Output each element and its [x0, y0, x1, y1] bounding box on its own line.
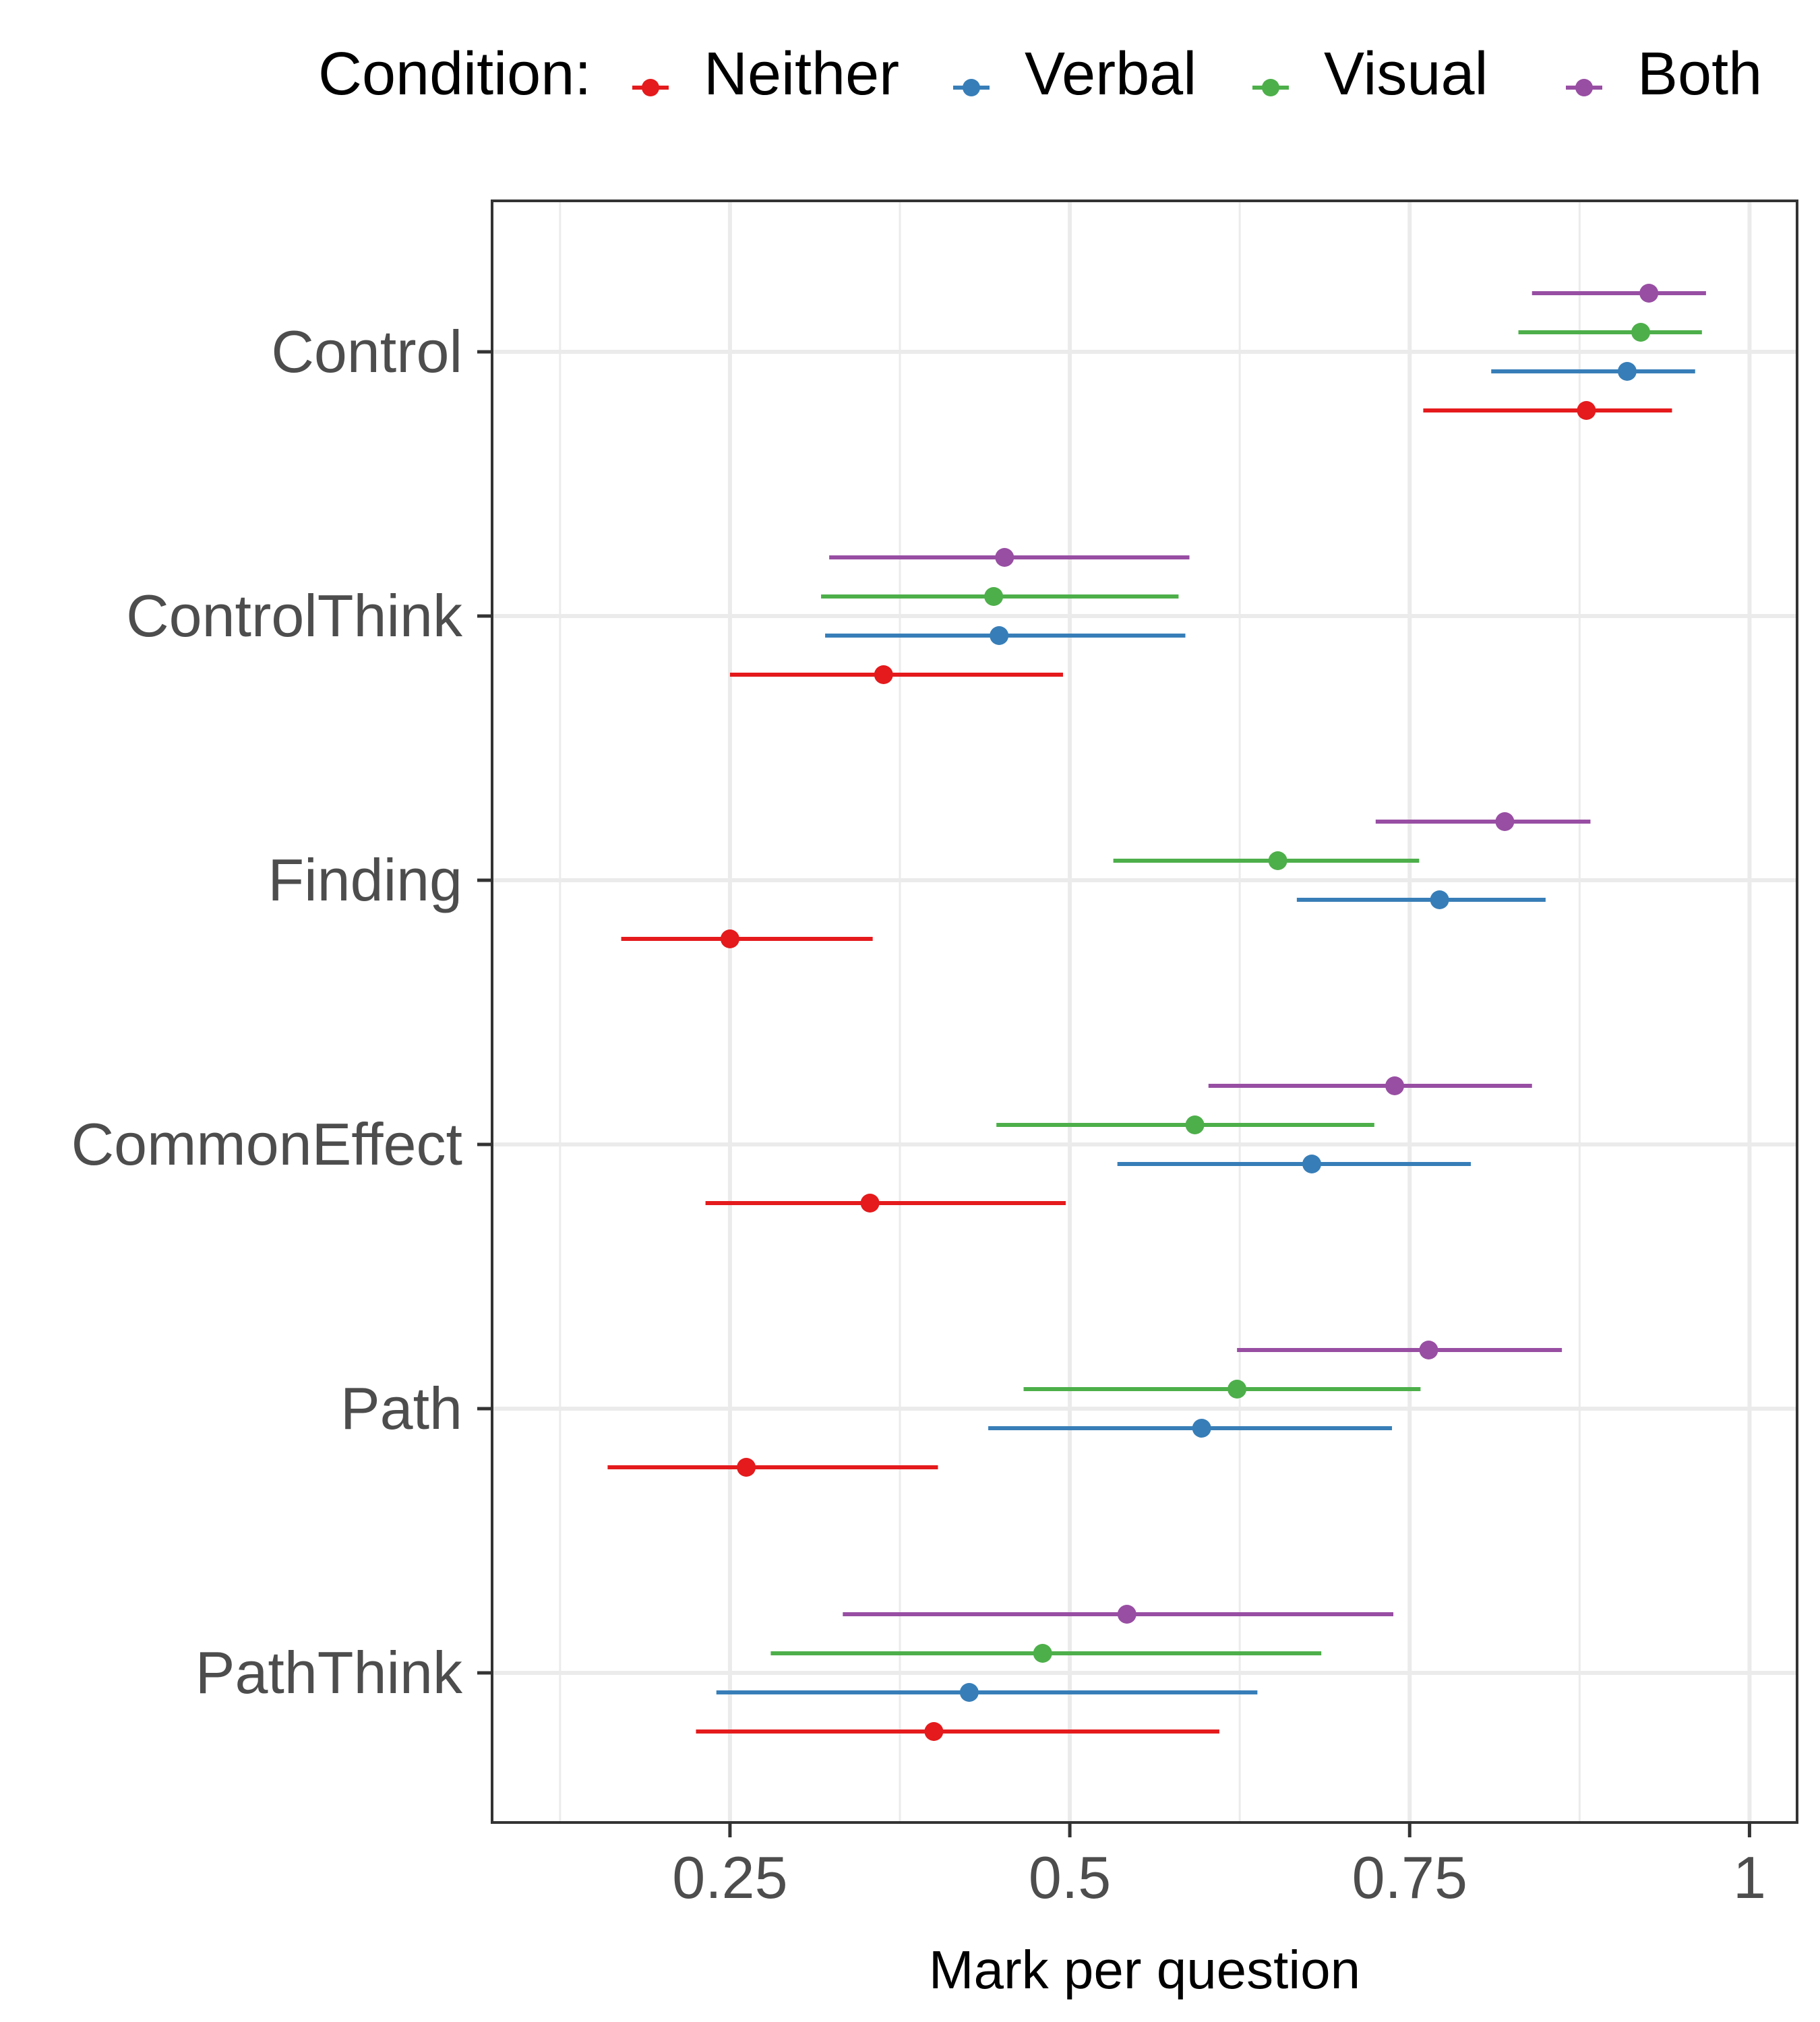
y-tick-label: CommonEffect [71, 1111, 462, 1177]
gridlines [492, 201, 1797, 1822]
data-point [1631, 323, 1651, 342]
legend-item-visual: Visual [1252, 40, 1488, 108]
legend-title: Condition: [318, 40, 591, 108]
data-point [990, 626, 1009, 645]
x-tick-label: 0.75 [1352, 1844, 1467, 1911]
data-point [1617, 362, 1637, 381]
x-axis: 0.25 0.5 0.75 1 [672, 1822, 1766, 1911]
legend-label: Visual [1324, 40, 1488, 108]
series-both [829, 284, 1706, 1624]
data-point [860, 1194, 880, 1213]
series-visual [770, 323, 1702, 1663]
plot-border [491, 200, 1798, 1824]
legend-label: Neither [704, 40, 899, 108]
data-point [1495, 812, 1515, 831]
y-tick-label: Control [271, 318, 462, 385]
x-tick-label: 0.5 [1029, 1844, 1111, 1911]
data-point [1577, 401, 1596, 420]
plot-background [492, 201, 1797, 1822]
data-point [984, 587, 1004, 606]
data-point [959, 1683, 979, 1702]
series-layer [607, 284, 1706, 1741]
data-point [737, 1458, 756, 1477]
y-axis: Control ControlThink Finding CommonEffect Pa… [71, 318, 492, 1706]
legend-key-point [1262, 79, 1279, 96]
data-point [1639, 284, 1659, 303]
legend: Condition: Neither Verbal Visual Both [318, 40, 1762, 108]
y-tick-label: Path [340, 1375, 462, 1442]
legend-key-point [1575, 79, 1593, 96]
data-point [1227, 1380, 1247, 1399]
legend-item-neither: Neither [632, 40, 899, 108]
legend-item-both: Both [1566, 40, 1762, 108]
data-point [1192, 1419, 1211, 1438]
legend-label: Verbal [1025, 40, 1196, 108]
data-point [1033, 1644, 1052, 1663]
legend-key-point [963, 79, 980, 96]
plot-panel [491, 200, 1798, 1824]
data-point [1117, 1605, 1136, 1624]
data-point [995, 548, 1014, 567]
data-point [1302, 1155, 1322, 1173]
x-axis-title: Mark per question [929, 1940, 1360, 2000]
data-point [1185, 1115, 1205, 1134]
data-point [1419, 1341, 1438, 1359]
data-point [1268, 851, 1287, 870]
y-tick-label: PathThink [195, 1639, 463, 1706]
legend-key-point [642, 79, 659, 96]
x-tick-label: 0.25 [672, 1844, 787, 1911]
data-point [874, 665, 893, 684]
legend-label: Both [1637, 40, 1762, 108]
y-tick-label: Finding [268, 847, 462, 913]
data-point [720, 929, 739, 948]
legend-item-verbal: Verbal [953, 40, 1196, 108]
data-point [924, 1722, 944, 1741]
x-tick-label: 1 [1733, 1844, 1766, 1911]
y-tick-label: ControlThink [126, 582, 463, 649]
series-verbal [716, 362, 1695, 1702]
data-point [1385, 1076, 1405, 1095]
data-point [1430, 890, 1449, 909]
series-neither [607, 401, 1672, 1741]
